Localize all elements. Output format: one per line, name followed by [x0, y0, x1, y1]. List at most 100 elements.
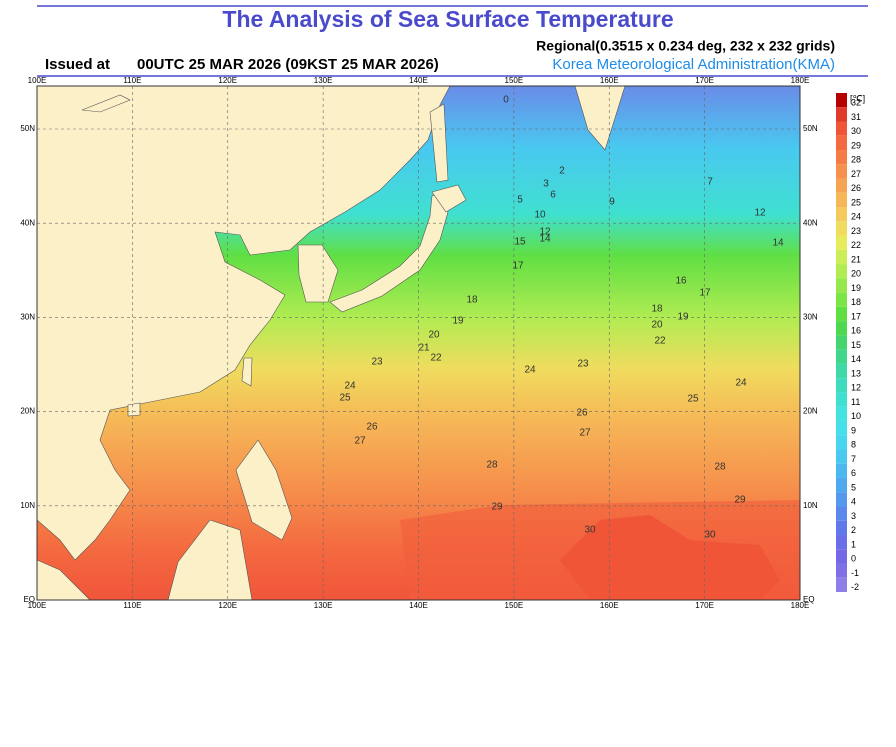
contour-label: 22 [654, 336, 666, 347]
lon-label: 120E [218, 601, 237, 610]
colorbar-label: 24 [851, 212, 861, 222]
lon-label: 180E [791, 76, 810, 85]
contour-label: 5 [517, 195, 523, 206]
colorbar-label: -1 [851, 568, 859, 578]
lon-label: 120E [218, 76, 237, 85]
lat-label: 50N [803, 124, 818, 133]
contour-label: 19 [677, 312, 689, 323]
lon-label: 140E [409, 76, 428, 85]
lat-label: 10N [20, 501, 35, 510]
contour-label: 18 [651, 304, 663, 315]
lat-label: 50N [20, 124, 35, 133]
lon-label: 140E [409, 601, 428, 610]
colorbar-label: 8 [851, 440, 856, 450]
colorbar-cell [836, 506, 847, 521]
contour-label: 22 [430, 353, 442, 364]
colorbar-label: 11 [851, 397, 860, 407]
colorbar-cell [836, 378, 847, 393]
contour-label: 17 [699, 288, 711, 299]
title: The Analysis of Sea Surface Temperature [222, 6, 673, 32]
lon-label: 130E [314, 76, 333, 85]
colorbar-cell [836, 420, 847, 436]
colorbar-cell [836, 178, 847, 193]
lon-label: 100E [28, 601, 47, 610]
colorbar-cell [836, 492, 847, 507]
lat-label: 30N [20, 313, 35, 322]
colorbar-label: 0 [851, 554, 856, 564]
colorbar-cell [836, 477, 847, 493]
colorbar-cell [836, 563, 847, 578]
colorbar-cell [836, 107, 847, 122]
colorbar-label: -2 [851, 582, 859, 592]
contour-label: 3 [543, 179, 549, 190]
colorbar-cell [836, 292, 847, 307]
colorbar-label: 18 [851, 297, 861, 307]
contour-label: 7 [707, 177, 713, 188]
map-frame [36, 85, 801, 601]
contour-label: 12 [754, 208, 766, 219]
colorbar-cell [836, 449, 847, 464]
colorbar-cell [836, 435, 847, 450]
lon-label: 170E [695, 76, 714, 85]
lon-label: 150E [505, 76, 524, 85]
colorbar-label: 21 [851, 254, 861, 264]
colorbar-label: 9 [851, 425, 856, 435]
contour-label: 10 [534, 210, 546, 221]
colorbar-cell [836, 93, 847, 108]
lon-label: 160E [600, 76, 619, 85]
contour-label: 14 [772, 238, 784, 249]
colorbar-label: 13 [851, 368, 861, 378]
lon-label: 110E [123, 601, 141, 610]
colorbar-cell [836, 463, 847, 478]
contour-label: 21 [418, 343, 430, 354]
contour-label: 27 [354, 436, 366, 447]
colorbar-cell [836, 278, 847, 293]
lat-label: 10N [803, 501, 818, 510]
colorbar-label: 20 [851, 269, 861, 279]
colorbar-label: 26 [851, 183, 861, 193]
lon-label: 150E [505, 601, 524, 610]
colorbar-label: 28 [851, 155, 861, 165]
colorbar-label: 4 [851, 497, 856, 507]
colorbar-label: 7 [851, 454, 856, 464]
contour-label: 6 [550, 190, 556, 201]
lat-label: 20N [20, 407, 35, 416]
contour-label: 29 [491, 502, 503, 513]
contour-label: 27 [579, 428, 591, 439]
colorbar-label: 16 [851, 326, 861, 336]
lat-label: EQ [23, 595, 35, 604]
lat-label: 40N [803, 218, 818, 227]
lon-label: 160E [600, 601, 619, 610]
contour-label: 25 [687, 394, 699, 405]
lon-label: 170E [695, 601, 714, 610]
contour-label: 15 [514, 237, 526, 248]
colorbar-label: 14 [851, 354, 861, 364]
contour-label: 19 [452, 316, 464, 327]
colorbar-label: 3 [851, 511, 856, 521]
colorbar-label: 17 [851, 311, 861, 321]
issued-label: Issued at [45, 56, 110, 73]
warm-band [400, 500, 800, 600]
lat-label: EQ [803, 595, 815, 604]
contour-label: 9 [609, 197, 615, 208]
colorbar-cell [836, 306, 847, 322]
contour-label: 25 [339, 393, 351, 404]
colorbar-label: 19 [851, 283, 861, 293]
contour-label: 16 [675, 276, 687, 287]
colorbar-cell [836, 534, 847, 550]
colorbar-label: 2 [851, 525, 856, 535]
colorbar-label: 27 [851, 169, 861, 179]
contour-label: 26 [576, 408, 588, 419]
contour-label: 24 [524, 365, 536, 376]
colorbar-cell [836, 335, 847, 350]
colorbar-label: 29 [851, 140, 861, 150]
colorbar-cell [836, 406, 847, 421]
contour-label: 23 [577, 359, 589, 370]
lon-label: 100E [28, 76, 47, 85]
colorbar-cell [836, 221, 847, 236]
colorbar-cell [836, 549, 847, 564]
contour-label: 30 [584, 525, 596, 536]
colorbar-label: 1 [851, 539, 856, 549]
lon-label: 130E [314, 601, 333, 610]
